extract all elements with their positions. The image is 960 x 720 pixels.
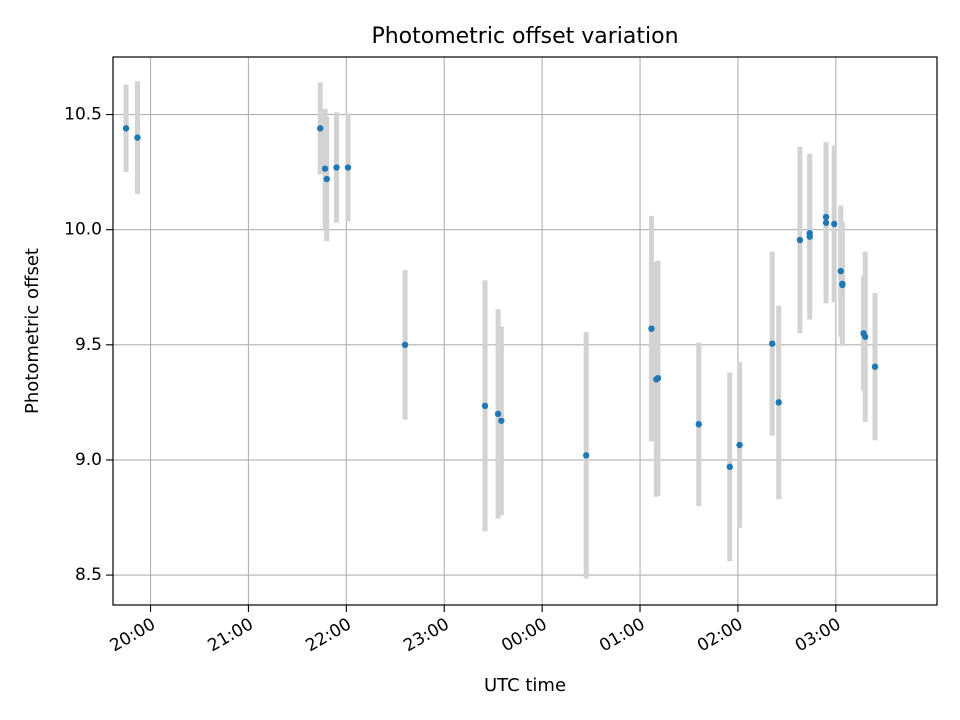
data-point	[582, 452, 590, 459]
data-point	[323, 175, 330, 183]
data-point	[726, 463, 733, 471]
data-point	[822, 219, 830, 226]
grid	[113, 57, 937, 605]
error-bars	[123, 81, 878, 579]
y-tick-label: 10.5	[64, 105, 102, 125]
data-point	[862, 333, 869, 340]
data-points	[122, 125, 879, 471]
data-point	[775, 399, 782, 406]
data-point	[494, 410, 502, 418]
data-point	[871, 363, 879, 370]
y-tick-label: 9.0	[75, 450, 102, 470]
data-point	[122, 125, 130, 132]
data-point	[648, 325, 655, 332]
data-point	[401, 341, 409, 349]
x-tick-label: 22:00	[302, 614, 354, 656]
x-tick-label: 20:00	[107, 614, 159, 656]
data-point	[839, 281, 846, 289]
data-point	[333, 164, 340, 171]
x-tick-label: 23:00	[400, 614, 452, 656]
y-tick-label: 8.5	[75, 565, 102, 585]
data-point	[831, 220, 838, 228]
x-tick-label: 21:00	[204, 614, 256, 656]
x-tick-label: 01:00	[596, 614, 648, 656]
data-point	[806, 233, 813, 240]
x-axis-label: UTC time	[484, 675, 566, 696]
data-point	[481, 402, 489, 410]
data-point	[736, 441, 743, 449]
data-point	[317, 125, 324, 132]
chart-title: Photometric offset variation	[371, 24, 678, 49]
data-point	[134, 134, 141, 141]
plot-frame	[112, 56, 938, 606]
y-tick-label: 10.0	[64, 220, 102, 240]
data-point	[769, 340, 776, 347]
x-tick-label: 02:00	[694, 614, 746, 656]
y-axis-label: Photometric offset	[22, 248, 43, 414]
data-point	[822, 213, 830, 221]
data-point	[796, 236, 804, 244]
data-point	[498, 417, 505, 424]
data-point	[344, 164, 352, 171]
data-point	[321, 165, 329, 172]
x-tick-label: 00:00	[498, 614, 550, 656]
y-tick-label: 9.5	[75, 335, 102, 355]
data-point	[695, 421, 702, 428]
x-tick-label: 03:00	[792, 614, 844, 656]
data-point	[654, 375, 662, 382]
data-point	[837, 267, 844, 275]
